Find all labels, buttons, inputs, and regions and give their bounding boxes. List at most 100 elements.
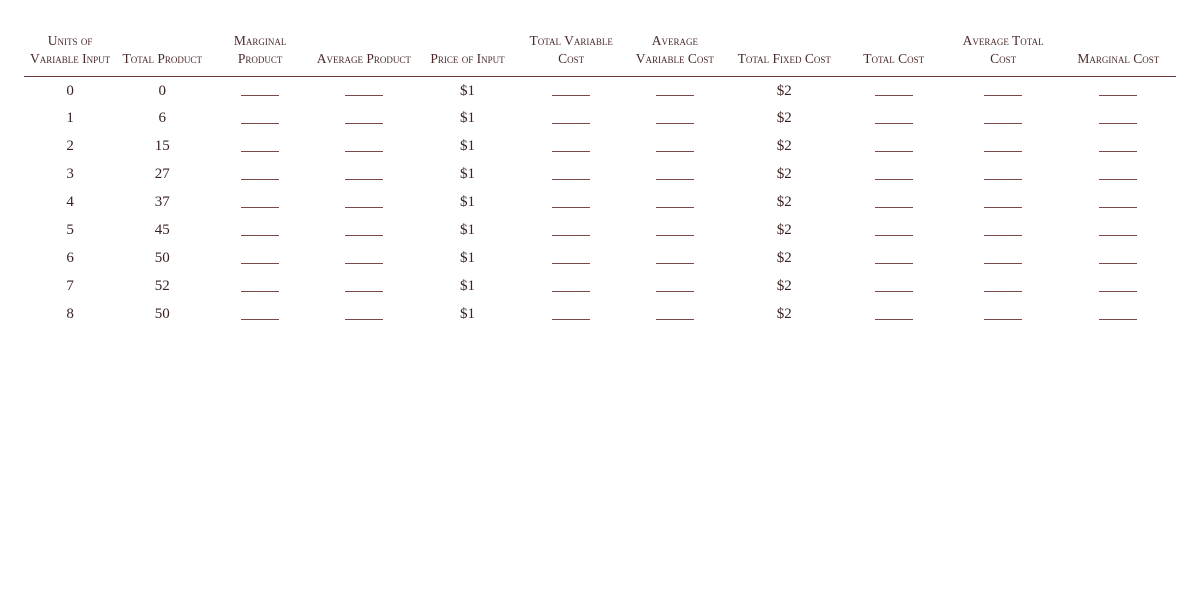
blank-fill-line bbox=[984, 255, 1022, 264]
table-cell bbox=[946, 217, 1061, 245]
blank-fill-line bbox=[875, 227, 913, 236]
table-cell bbox=[208, 133, 312, 161]
table-cell bbox=[946, 245, 1061, 273]
table-cell bbox=[623, 217, 727, 245]
table-cell: $1 bbox=[416, 133, 520, 161]
blank-fill-line bbox=[1099, 311, 1137, 320]
blank-fill-line bbox=[1099, 199, 1137, 208]
blank-fill-line bbox=[345, 227, 383, 236]
table-cell bbox=[312, 273, 416, 301]
table-cell bbox=[519, 133, 623, 161]
table-cell bbox=[312, 189, 416, 217]
blank-fill-line bbox=[656, 171, 694, 180]
table-cell: $2 bbox=[727, 273, 842, 301]
blank-fill-line bbox=[1099, 143, 1137, 152]
blank-fill-line bbox=[656, 227, 694, 236]
table-row: 650$1$2 bbox=[24, 245, 1176, 273]
table-cell: 1 bbox=[24, 105, 116, 133]
table-cell bbox=[623, 301, 727, 329]
table-cell bbox=[842, 301, 946, 329]
table-cell bbox=[208, 245, 312, 273]
blank-fill-line bbox=[656, 115, 694, 124]
table-cell bbox=[208, 273, 312, 301]
blank-fill-line bbox=[241, 311, 279, 320]
table-cell: $2 bbox=[727, 77, 842, 105]
table-cell bbox=[208, 301, 312, 329]
table-cell: $1 bbox=[416, 301, 520, 329]
blank-fill-line bbox=[345, 311, 383, 320]
table-cell bbox=[312, 161, 416, 189]
blank-fill-line bbox=[345, 283, 383, 292]
table-cell: 27 bbox=[116, 161, 208, 189]
blank-fill-line bbox=[984, 311, 1022, 320]
blank-fill-line bbox=[984, 171, 1022, 180]
col-marginal-product: Marginal Product bbox=[208, 30, 312, 77]
table-body: 00$1$216$1$2215$1$2327$1$2437$1$2545$1$2… bbox=[24, 77, 1176, 329]
blank-fill-line bbox=[984, 227, 1022, 236]
table-cell: $1 bbox=[416, 77, 520, 105]
blank-fill-line bbox=[984, 199, 1022, 208]
table-cell bbox=[312, 105, 416, 133]
table-cell: 8 bbox=[24, 301, 116, 329]
blank-fill-line bbox=[345, 199, 383, 208]
table-row: 327$1$2 bbox=[24, 161, 1176, 189]
blank-fill-line bbox=[875, 115, 913, 124]
blank-fill-line bbox=[345, 171, 383, 180]
table-cell bbox=[946, 273, 1061, 301]
table-cell bbox=[946, 133, 1061, 161]
blank-fill-line bbox=[984, 87, 1022, 96]
table-cell: $2 bbox=[727, 301, 842, 329]
table-cell bbox=[312, 245, 416, 273]
blank-fill-line bbox=[984, 115, 1022, 124]
table-cell bbox=[946, 77, 1061, 105]
table-cell bbox=[842, 133, 946, 161]
table-cell bbox=[842, 189, 946, 217]
blank-fill-line bbox=[656, 255, 694, 264]
table-cell bbox=[842, 77, 946, 105]
table-cell bbox=[1061, 105, 1176, 133]
table-cell bbox=[623, 77, 727, 105]
blank-fill-line bbox=[875, 143, 913, 152]
blank-fill-line bbox=[875, 311, 913, 320]
table-row: 752$1$2 bbox=[24, 273, 1176, 301]
blank-fill-line bbox=[241, 283, 279, 292]
blank-fill-line bbox=[656, 143, 694, 152]
blank-fill-line bbox=[241, 87, 279, 96]
table-cell bbox=[208, 77, 312, 105]
blank-fill-line bbox=[984, 143, 1022, 152]
table-cell: 2 bbox=[24, 133, 116, 161]
table-cell bbox=[208, 217, 312, 245]
table-cell bbox=[842, 273, 946, 301]
table-cell: $2 bbox=[727, 133, 842, 161]
table-cell bbox=[208, 189, 312, 217]
blank-fill-line bbox=[241, 115, 279, 124]
table-cell bbox=[519, 161, 623, 189]
blank-fill-line bbox=[552, 199, 590, 208]
table-row: 437$1$2 bbox=[24, 189, 1176, 217]
table-cell bbox=[1061, 133, 1176, 161]
blank-fill-line bbox=[875, 255, 913, 264]
blank-fill-line bbox=[345, 255, 383, 264]
blank-fill-line bbox=[241, 255, 279, 264]
table-cell: $2 bbox=[727, 189, 842, 217]
table-cell: $1 bbox=[416, 161, 520, 189]
table-cell: 3 bbox=[24, 161, 116, 189]
table-cell bbox=[519, 273, 623, 301]
blank-fill-line bbox=[345, 87, 383, 96]
table-row: 850 $1 $2 bbox=[24, 301, 1176, 329]
table-cell: $2 bbox=[727, 105, 842, 133]
table-cell bbox=[946, 301, 1061, 329]
col-units-variable-input: Units of Variable Input bbox=[24, 30, 116, 77]
table-cell bbox=[208, 161, 312, 189]
blank-fill-line bbox=[552, 87, 590, 96]
table-cell: 6 bbox=[24, 245, 116, 273]
table-cell: 50 bbox=[116, 301, 208, 329]
table-cell bbox=[1061, 77, 1176, 105]
col-average-variable-cost: Average Variable Cost bbox=[623, 30, 727, 77]
table-cell bbox=[842, 217, 946, 245]
blank-fill-line bbox=[241, 143, 279, 152]
table-cell: $2 bbox=[727, 245, 842, 273]
table-cell bbox=[623, 273, 727, 301]
table-cell bbox=[312, 133, 416, 161]
table-cell bbox=[519, 189, 623, 217]
